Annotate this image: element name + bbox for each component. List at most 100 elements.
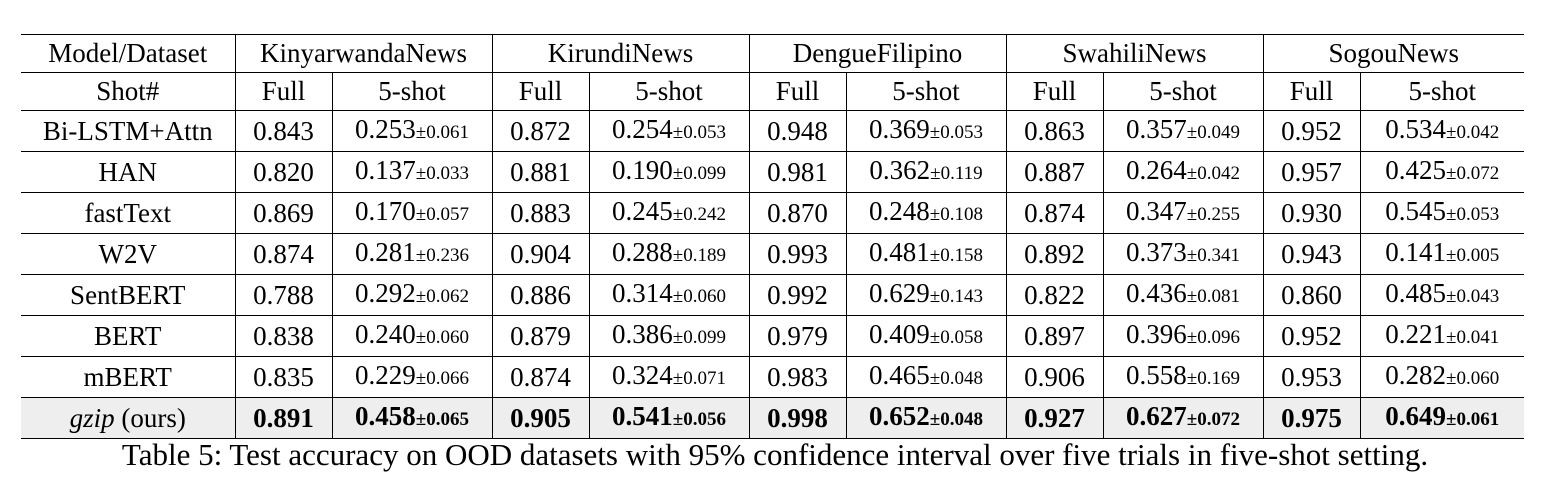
cell-full-accuracy: 0.979 <box>749 315 847 357</box>
confidence-interval: ±0.099 <box>672 163 726 184</box>
five-shot-mean: 0.369 <box>869 114 930 144</box>
five-shot-mean: 0.314 <box>612 278 673 308</box>
cell-full-accuracy: 0.952 <box>1263 315 1361 357</box>
five-shot-mean: 0.373 <box>1126 237 1187 267</box>
confidence-interval: ±0.005 <box>1446 245 1500 266</box>
confidence-interval: ±0.048 <box>929 409 983 430</box>
cell-five-shot-accuracy: 0.541±0.056 <box>589 397 750 439</box>
five-shot-mean: 0.545 <box>1385 196 1447 226</box>
confidence-interval: ±0.061 <box>1446 409 1500 430</box>
confidence-interval: ±0.099 <box>672 327 726 348</box>
shot-full: Full <box>1263 72 1361 111</box>
cell-five-shot-accuracy: 0.347±0.255 <box>1103 192 1264 234</box>
cell-full-accuracy: 0.820 <box>235 151 333 193</box>
five-shot-mean: 0.458 <box>355 401 416 431</box>
five-shot-mean: 0.436 <box>1126 278 1187 308</box>
cell-five-shot-accuracy: 0.324±0.071 <box>589 356 750 398</box>
confidence-interval: ±0.056 <box>672 409 726 430</box>
confidence-interval: ±0.066 <box>415 368 469 389</box>
cell-full-accuracy: 0.822 <box>1006 274 1104 316</box>
confidence-interval: ±0.042 <box>1186 163 1240 184</box>
shot-five: 5-shot <box>332 72 493 111</box>
five-shot-mean: 0.324 <box>612 360 673 390</box>
cell-five-shot-accuracy: 0.485±0.043 <box>1360 274 1525 316</box>
cell-five-shot-accuracy: 0.481±0.158 <box>846 233 1007 275</box>
five-shot-mean: 0.629 <box>869 278 930 308</box>
cell-full-accuracy: 0.952 <box>1263 110 1361 152</box>
cell-full-accuracy: 0.904 <box>492 233 590 275</box>
cell-five-shot-accuracy: 0.141±0.005 <box>1360 233 1525 275</box>
five-shot-mean: 0.137 <box>355 155 416 185</box>
cell-five-shot-accuracy: 0.436±0.081 <box>1103 274 1264 316</box>
table-row: fastText 0.869 0.170±0.057 0.883 0.245±0.242… <box>21 192 1525 234</box>
cell-five-shot-accuracy: 0.229±0.066 <box>332 356 493 398</box>
cell-five-shot-accuracy: 0.409±0.058 <box>846 315 1007 357</box>
cell-full-accuracy: 0.993 <box>749 233 847 275</box>
confidence-interval: ±0.119 <box>930 163 983 184</box>
five-shot-mean: 0.221 <box>1385 319 1447 349</box>
shot-full: Full <box>749 72 847 111</box>
cell-full-accuracy: 0.886 <box>492 274 590 316</box>
cell-five-shot-accuracy: 0.282±0.060 <box>1360 356 1525 398</box>
confidence-interval: ±0.169 <box>1186 368 1240 389</box>
model-name-ours: gzip (ours) <box>21 397 236 439</box>
cell-five-shot-accuracy: 0.240±0.060 <box>332 315 493 357</box>
confidence-interval: ±0.041 <box>1446 327 1500 348</box>
cell-full-accuracy: 0.998 <box>749 397 847 439</box>
cell-full-accuracy: 0.838 <box>235 315 333 357</box>
shot-full: Full <box>492 72 590 111</box>
five-shot-mean: 0.649 <box>1385 401 1447 431</box>
five-shot-mean: 0.288 <box>612 237 673 267</box>
table-body: Bi-LSTM+Attn 0.843 0.253±0.061 0.872 0.254±0… <box>21 110 1525 439</box>
corner-header: Model/Dataset <box>21 34 236 73</box>
five-shot-mean: 0.409 <box>869 319 930 349</box>
cell-five-shot-accuracy: 0.649±0.061 <box>1360 397 1525 439</box>
table-row: mBERT 0.835 0.229±0.066 0.874 0.324±0.071 0.9… <box>21 356 1525 398</box>
confidence-interval: ±0.071 <box>672 368 726 389</box>
cell-full-accuracy: 0.906 <box>1006 356 1104 398</box>
model-name-suffix: (ours) <box>114 402 186 433</box>
confidence-interval: ±0.053 <box>672 122 726 143</box>
confidence-interval: ±0.060 <box>672 286 726 307</box>
cell-five-shot-accuracy: 0.245±0.242 <box>589 192 750 234</box>
cell-full-accuracy: 0.981 <box>749 151 847 193</box>
table-row: SentBERT 0.788 0.292±0.062 0.886 0.314±0.060… <box>21 274 1525 316</box>
five-shot-mean: 0.282 <box>1385 360 1447 390</box>
dataset-header-dengue: DengueFilipino <box>749 34 1007 73</box>
shot-five: 5-shot <box>1103 72 1264 111</box>
cell-full-accuracy: 0.860 <box>1263 274 1361 316</box>
five-shot-mean: 0.362 <box>869 155 931 185</box>
confidence-interval: ±0.072 <box>1186 409 1240 430</box>
cell-full-accuracy: 0.835 <box>235 356 333 398</box>
five-shot-mean: 0.253 <box>355 114 416 144</box>
confidence-interval: ±0.033 <box>415 163 469 184</box>
results-table-container: Model/Dataset KinyarwandaNews KirundiNew… <box>21 34 1525 439</box>
confidence-interval: ±0.143 <box>929 286 983 307</box>
confidence-interval: ±0.065 <box>415 409 469 430</box>
cell-full-accuracy: 0.881 <box>492 151 590 193</box>
five-shot-mean: 0.465 <box>869 360 930 390</box>
cell-five-shot-accuracy: 0.190±0.099 <box>589 151 750 193</box>
cell-five-shot-accuracy: 0.221±0.041 <box>1360 315 1525 357</box>
confidence-interval: ±0.053 <box>929 122 983 143</box>
cell-five-shot-accuracy: 0.248±0.108 <box>846 192 1007 234</box>
confidence-interval: ±0.236 <box>415 245 469 266</box>
cell-five-shot-accuracy: 0.627±0.072 <box>1103 397 1264 439</box>
five-shot-mean: 0.652 <box>869 401 930 431</box>
five-shot-mean: 0.292 <box>355 278 416 308</box>
cell-full-accuracy: 0.788 <box>235 274 333 316</box>
cell-full-accuracy: 0.874 <box>492 356 590 398</box>
cell-full-accuracy: 0.891 <box>235 397 333 439</box>
confidence-interval: ±0.096 <box>1186 327 1240 348</box>
cell-full-accuracy: 0.872 <box>492 110 590 152</box>
model-name: mBERT <box>21 356 236 398</box>
five-shot-mean: 0.396 <box>1126 319 1187 349</box>
confidence-interval: ±0.062 <box>415 286 469 307</box>
cell-full-accuracy: 0.869 <box>235 192 333 234</box>
cell-full-accuracy: 0.874 <box>235 233 333 275</box>
five-shot-mean: 0.386 <box>612 319 673 349</box>
confidence-interval: ±0.341 <box>1186 245 1240 266</box>
cell-full-accuracy: 0.870 <box>749 192 847 234</box>
dataset-header-kirundi: KirundiNews <box>492 34 750 73</box>
confidence-interval: ±0.060 <box>415 327 469 348</box>
